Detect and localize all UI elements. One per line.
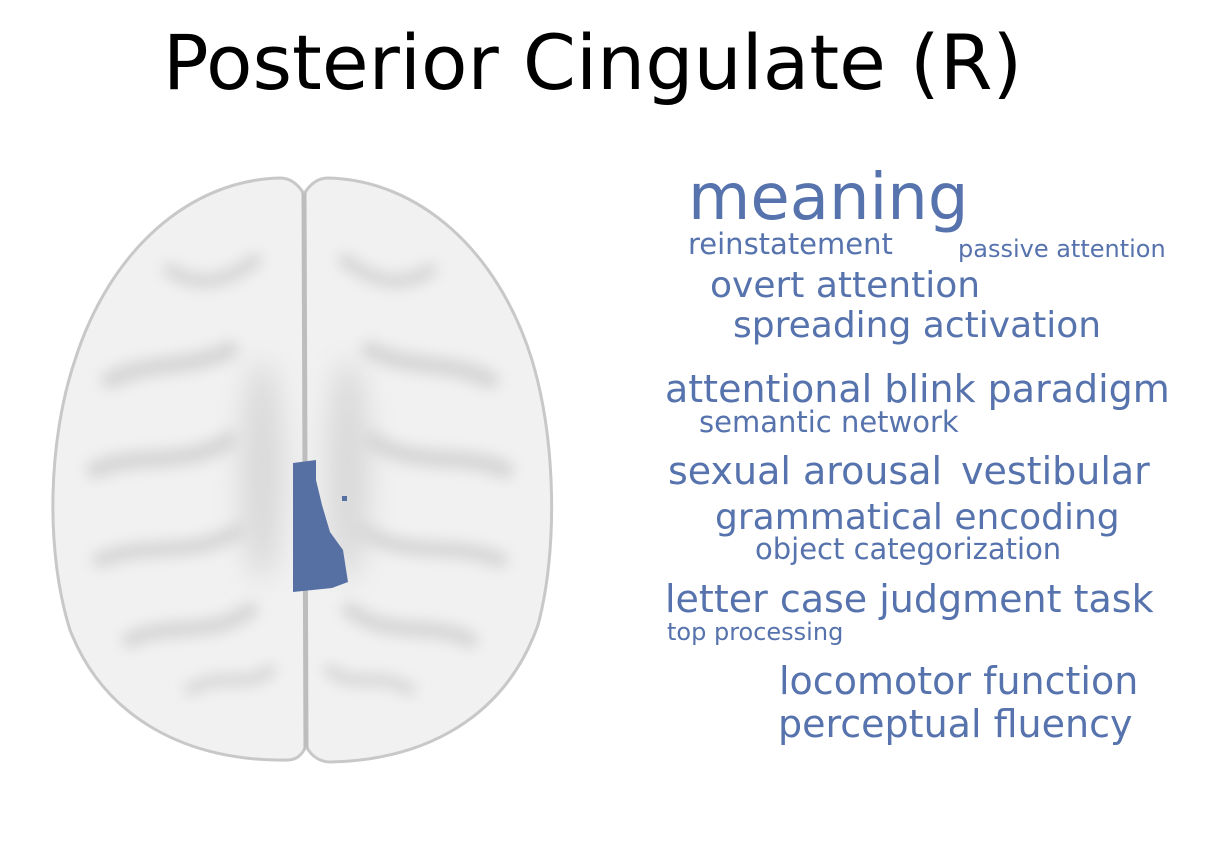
brain-sulci <box>86 253 514 696</box>
term-grammatical-encoding: grammatical encoding <box>715 497 1120 538</box>
figure-title: Posterior Cingulate (R) <box>162 18 1023 107</box>
term-vestibular: vestibular <box>961 449 1150 493</box>
term-top-processing: top processing <box>667 618 844 646</box>
brain-axial-slice <box>51 176 554 764</box>
term-locomotor-function: locomotor function <box>779 659 1139 703</box>
term-letter-case-judgment-task: letter case judgment task <box>665 577 1154 621</box>
highlighted-region <box>293 460 348 592</box>
ventricles <box>240 360 370 580</box>
term-object-categorization: object categorization <box>755 532 1062 566</box>
term-reinstatement: reinstatement <box>688 227 893 261</box>
term-overt-attention: overt attention <box>710 265 981 306</box>
term-attentional-blink-paradigm: attentional blink paradigm <box>665 367 1170 411</box>
term-perceptual-fluency: perceptual fluency <box>778 702 1133 746</box>
region-fragment <box>342 496 347 501</box>
term-semantic-network: semantic network <box>699 405 959 439</box>
term-passive-attention: passive attention <box>958 235 1166 263</box>
term-sexual-arousal: sexual arousal <box>668 449 943 493</box>
term-spreading-activation: spreading activation <box>733 305 1102 346</box>
term-meaning: meaning <box>688 161 969 235</box>
